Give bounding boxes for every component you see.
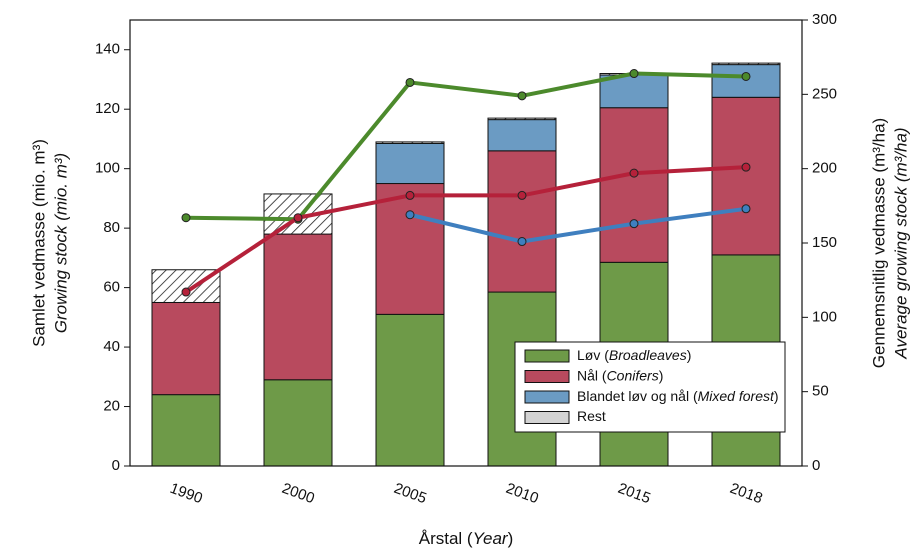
y2-tick-label: 50 [812, 383, 829, 400]
y-tick-label: 140 [95, 41, 120, 58]
line-marker [517, 91, 527, 101]
x-tick-label: 2015 [616, 480, 653, 507]
x-tick-label: 2018 [728, 480, 765, 507]
line-marker [741, 71, 751, 81]
bar-segment [711, 64, 781, 98]
y2-tick-label: 250 [812, 85, 837, 102]
legend-label: Blandet løv og nål (Mixed forest) [577, 388, 779, 404]
line-marker [741, 162, 751, 172]
plot-frame [129, 19, 803, 467]
line-marker [181, 213, 191, 223]
x-tick-label: 1990 [168, 480, 205, 507]
line-marker [629, 69, 639, 79]
legend-swatch [524, 390, 570, 404]
legend-swatch [524, 370, 570, 383]
line [185, 71, 747, 222]
bar-segment [487, 117, 557, 121]
y2-title: Gennemsnitlig vedmasse (m³/ha) [869, 118, 888, 368]
x-title: Årstal (Year) [419, 529, 514, 548]
y-tick-label: 80 [103, 219, 120, 236]
y2-tick-label: 200 [812, 160, 837, 177]
x-tick-label: 2010 [504, 480, 541, 507]
legend-swatch [524, 349, 570, 363]
line-marker [517, 190, 527, 200]
bar-segment [151, 301, 221, 396]
y-title: Samlet vedmasse (mio. m³) [29, 139, 48, 347]
y2-title: Average growing stock (m³/ha) [891, 127, 910, 359]
y-tick-label: 20 [103, 398, 120, 415]
bar-segment [711, 96, 781, 256]
line-marker [405, 77, 415, 87]
bar-segment [599, 107, 669, 263]
y-title: Growing stock (mio. m³) [51, 153, 70, 333]
y-tick-label: 120 [95, 100, 120, 117]
y-tick-label: 0 [112, 457, 120, 474]
line-marker [405, 210, 415, 220]
y-tick-label: 40 [103, 338, 120, 355]
line-marker [293, 213, 303, 223]
bar-segment [263, 379, 333, 467]
bar-segment [711, 62, 781, 66]
line-marker [629, 168, 639, 178]
line-marker [181, 287, 191, 297]
legend-label: Løv (Broadleaves) [577, 347, 691, 363]
bar-segment [151, 394, 221, 467]
y2-tick-label: 100 [812, 308, 837, 325]
bar-segment [151, 269, 221, 303]
x-tick-label: 2000 [280, 480, 317, 507]
line [184, 165, 747, 294]
legend-label: Nål (Conifers) [577, 367, 663, 383]
x-tick-label: 2005 [392, 480, 429, 507]
y-tick-label: 100 [95, 160, 120, 177]
y-tick-label: 60 [103, 279, 120, 296]
bar-segment [375, 142, 445, 185]
legend: Løv (Broadleaves) Nål (Conifers) Blandet l… [514, 341, 786, 433]
y2-tick-label: 0 [812, 457, 820, 474]
bar-segment [375, 141, 445, 144]
bar-segment [375, 183, 445, 315]
bar-segment [487, 150, 557, 293]
y2-tick-label: 300 [812, 11, 837, 28]
line-marker [629, 219, 639, 229]
line-marker [405, 190, 415, 200]
bar-segment [487, 119, 557, 152]
legend-label: Rest [577, 408, 606, 424]
bar-segment [375, 313, 445, 467]
bar-segment [599, 74, 669, 109]
line [409, 206, 747, 244]
line-marker [517, 237, 527, 247]
legend-swatch [524, 411, 570, 424]
line-marker [741, 204, 751, 214]
bar-segment [263, 233, 333, 381]
y2-tick-label: 150 [812, 234, 837, 251]
